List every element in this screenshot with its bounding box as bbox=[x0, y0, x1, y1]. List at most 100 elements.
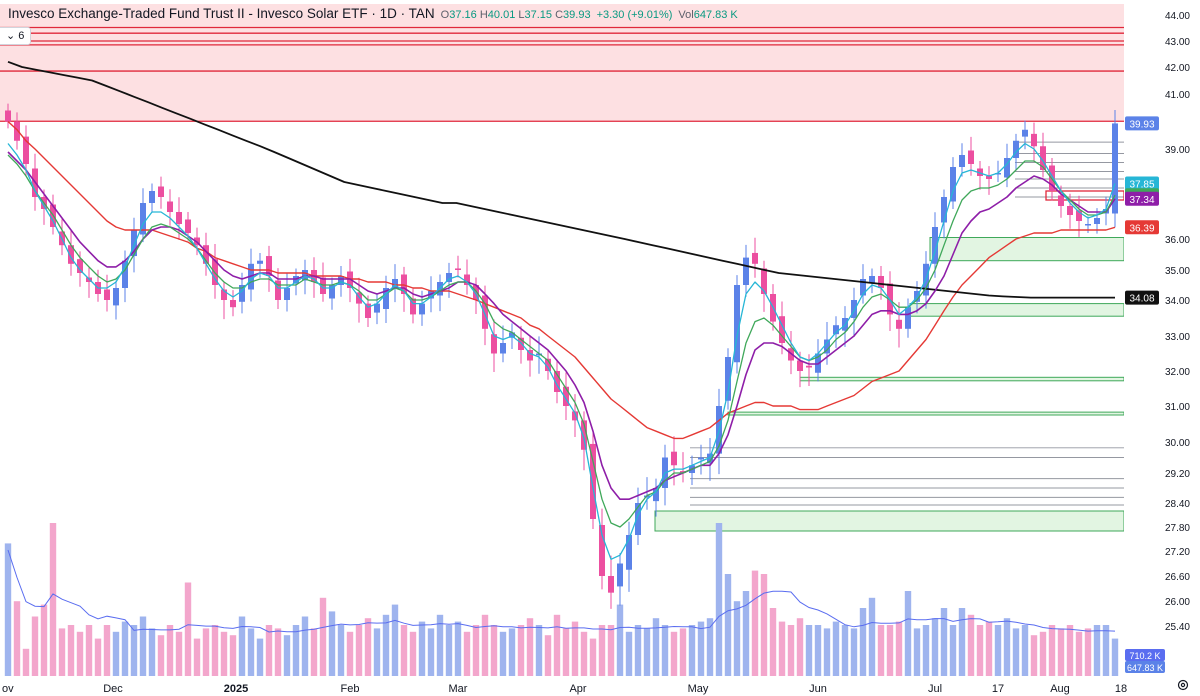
volume-bar bbox=[886, 625, 894, 676]
ma-red-line bbox=[7, 120, 1116, 440]
volume-bar bbox=[67, 625, 75, 676]
candle-body bbox=[140, 203, 146, 235]
candle-body bbox=[941, 197, 947, 223]
candle-body bbox=[1112, 123, 1118, 214]
volume-bar bbox=[454, 621, 462, 676]
volume-bar bbox=[607, 625, 615, 676]
candle-body bbox=[572, 411, 578, 421]
candle-body bbox=[419, 303, 425, 315]
volume-bar bbox=[517, 625, 525, 676]
volume-value: 647.83 K bbox=[693, 9, 738, 21]
volume-bar bbox=[409, 631, 417, 676]
candle-body bbox=[797, 360, 803, 371]
candle-body bbox=[509, 332, 515, 338]
x-tick-label: Dec bbox=[103, 683, 123, 695]
chevron-down-icon: ⌄ bbox=[6, 30, 16, 42]
volume-bar bbox=[859, 608, 867, 676]
open-label: O bbox=[440, 9, 450, 21]
y-tick-label: 42.00 bbox=[1165, 63, 1190, 74]
candle-body bbox=[905, 307, 911, 329]
candle-body bbox=[860, 279, 866, 296]
volume-bar bbox=[562, 628, 570, 676]
candle-body bbox=[878, 276, 884, 288]
volume-bar bbox=[652, 618, 660, 676]
volume-bar bbox=[535, 625, 543, 676]
volume-bar bbox=[1012, 628, 1020, 676]
volume-bar bbox=[994, 625, 1002, 676]
volume-bar bbox=[58, 628, 66, 676]
candle-body bbox=[455, 268, 461, 270]
candle-body bbox=[779, 316, 785, 343]
volume-bar bbox=[832, 621, 840, 676]
candle-body bbox=[257, 260, 263, 264]
candle-body bbox=[1031, 133, 1037, 147]
volume-bar bbox=[94, 638, 102, 676]
candle-body bbox=[500, 343, 506, 354]
price-label: 37.85 bbox=[1129, 180, 1154, 191]
x-tick-label: 2025 bbox=[224, 683, 248, 695]
volume-bar bbox=[472, 625, 480, 676]
volume-bar bbox=[121, 621, 129, 676]
candle-body bbox=[1094, 218, 1100, 224]
volume-bar bbox=[220, 631, 228, 676]
x-tick-label: ov bbox=[2, 683, 14, 695]
volume-bar bbox=[931, 618, 939, 676]
y-tick-label: 32.00 bbox=[1165, 367, 1190, 378]
volume-bar bbox=[1021, 625, 1029, 676]
volume-bar bbox=[661, 625, 669, 676]
price-label: 37.34 bbox=[1129, 195, 1154, 206]
volume-bar bbox=[1066, 625, 1074, 676]
volume-bar bbox=[985, 621, 993, 676]
candle-body bbox=[482, 295, 488, 329]
volume-bar bbox=[103, 625, 111, 676]
volume-bar bbox=[796, 618, 804, 676]
candle-body bbox=[77, 259, 83, 273]
y-tick-label: 27.80 bbox=[1165, 523, 1190, 534]
candle-body bbox=[131, 230, 137, 257]
candle-body bbox=[743, 257, 749, 285]
candle-body bbox=[824, 339, 830, 354]
y-tick-label: 36.00 bbox=[1165, 235, 1190, 246]
candle-body bbox=[806, 365, 812, 368]
candle-body bbox=[5, 110, 11, 122]
candle-body bbox=[932, 227, 938, 264]
volume-bar bbox=[427, 628, 435, 676]
candle-body bbox=[113, 288, 119, 306]
x-tick-label: Jun bbox=[809, 683, 827, 695]
gear-icon[interactable] bbox=[1176, 678, 1190, 692]
candle-body bbox=[176, 212, 182, 224]
candle-body bbox=[680, 471, 686, 473]
y-tick-label: 43.00 bbox=[1165, 37, 1190, 48]
volume-bar bbox=[733, 601, 741, 676]
candle-body bbox=[320, 277, 326, 294]
y-tick-label: 29.20 bbox=[1165, 469, 1190, 480]
volume-bar bbox=[319, 597, 327, 676]
candle-body bbox=[1004, 158, 1010, 178]
volume-bar bbox=[229, 635, 237, 676]
candle-body bbox=[230, 300, 236, 308]
price-label-bg bbox=[1125, 220, 1159, 235]
volume-bar bbox=[958, 608, 966, 676]
volume-bar bbox=[553, 614, 561, 676]
volume-label-bg bbox=[1125, 649, 1165, 661]
volume-bar bbox=[157, 635, 165, 676]
volume-bar bbox=[265, 625, 273, 676]
y-tick-label: 27.20 bbox=[1165, 547, 1190, 558]
volume-bar bbox=[706, 618, 714, 676]
open-value: 37.16 bbox=[449, 9, 477, 21]
price-label: 34.08 bbox=[1129, 294, 1154, 305]
volume-bar bbox=[805, 625, 813, 676]
candle-body bbox=[167, 201, 173, 212]
volume-bar bbox=[130, 625, 138, 676]
chart-header: Invesco Exchange-Traded Fund Trust II - … bbox=[8, 6, 738, 21]
volume-bar bbox=[346, 631, 354, 676]
symbol-title[interactable]: Invesco Exchange-Traded Fund Trust II - … bbox=[8, 6, 435, 21]
volume-bar bbox=[256, 638, 264, 676]
candle-body bbox=[104, 289, 110, 300]
x-tick-label: Mar bbox=[449, 683, 468, 695]
indicators-toggle[interactable]: ⌄ 6 bbox=[0, 27, 32, 45]
volume-bar bbox=[112, 631, 120, 676]
price-label-bg bbox=[1125, 116, 1159, 131]
candle-body bbox=[833, 325, 839, 335]
